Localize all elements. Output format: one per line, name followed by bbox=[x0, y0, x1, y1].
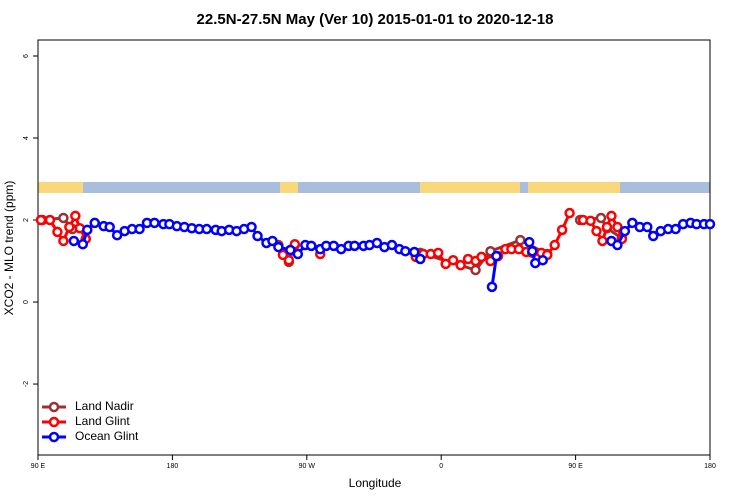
legend-marker bbox=[48, 431, 60, 443]
y-axis-label: XCO2 - MLO trend (ppm) bbox=[2, 181, 16, 316]
data-point bbox=[447, 254, 459, 266]
data-point bbox=[524, 236, 535, 248]
data-point bbox=[612, 221, 623, 233]
x-axis-label: Longitude bbox=[349, 476, 402, 490]
data-point bbox=[476, 251, 487, 263]
legend-marker bbox=[48, 401, 60, 413]
data-point bbox=[252, 230, 263, 242]
data-point bbox=[432, 247, 444, 259]
data-point bbox=[527, 245, 538, 257]
data-point bbox=[273, 241, 284, 253]
data-point bbox=[400, 245, 411, 257]
plot-frame bbox=[37, 39, 711, 456]
data-point bbox=[77, 238, 89, 250]
data-point bbox=[470, 264, 481, 276]
data-point bbox=[486, 281, 498, 293]
data-point bbox=[58, 212, 69, 224]
data-point bbox=[455, 259, 466, 271]
data-point bbox=[704, 218, 716, 230]
data-point bbox=[292, 248, 304, 260]
data-point bbox=[149, 217, 160, 229]
data-point bbox=[515, 234, 526, 246]
data-point bbox=[595, 212, 607, 224]
data-point bbox=[564, 207, 575, 219]
y-tick-label: 6 bbox=[23, 54, 30, 58]
data-point bbox=[134, 223, 145, 235]
legend-label: Land Glint bbox=[75, 414, 130, 428]
data-point bbox=[68, 235, 80, 247]
data-point bbox=[201, 223, 212, 235]
data-point bbox=[597, 235, 608, 247]
data-point bbox=[89, 217, 100, 229]
legend-marker bbox=[48, 416, 60, 428]
data-point bbox=[64, 221, 75, 233]
chart-title: 22.5N-27.5N May (Ver 10) 2015-01-01 to 2… bbox=[197, 11, 554, 28]
data-point bbox=[349, 240, 360, 252]
data-point bbox=[285, 244, 296, 256]
data-point bbox=[386, 239, 398, 251]
data-point bbox=[585, 215, 596, 227]
data-point bbox=[642, 221, 653, 233]
data-point bbox=[591, 225, 602, 237]
data-point bbox=[104, 221, 115, 233]
y-tick-label: 2 bbox=[23, 218, 30, 222]
legend-label: Ocean Glint bbox=[75, 429, 139, 443]
y-tick-label: -2 bbox=[23, 381, 30, 387]
data-point bbox=[670, 223, 681, 235]
data-point bbox=[44, 214, 56, 226]
data-point bbox=[415, 253, 426, 265]
x-tick-label: 90 W bbox=[299, 463, 316, 470]
data-point bbox=[549, 239, 560, 251]
data-point bbox=[111, 229, 123, 241]
x-tick-label: 0 bbox=[439, 463, 443, 470]
y-tick-label: 4 bbox=[23, 136, 30, 140]
data-point bbox=[627, 217, 638, 229]
data-point bbox=[601, 221, 613, 233]
data-point bbox=[537, 254, 548, 266]
legend-label: Land Nadir bbox=[75, 399, 134, 413]
data-point bbox=[246, 221, 257, 233]
x-tick-label: 90 E bbox=[568, 463, 583, 470]
data-point bbox=[606, 210, 617, 222]
data-point bbox=[619, 225, 631, 237]
data-point bbox=[371, 237, 383, 249]
data-point bbox=[648, 230, 659, 242]
x-tick-label: 180 bbox=[704, 463, 716, 470]
data-point bbox=[612, 239, 623, 251]
data-point bbox=[70, 210, 81, 222]
data-point bbox=[58, 235, 69, 247]
map-strip bbox=[38, 182, 710, 193]
data-point bbox=[267, 235, 278, 247]
data-point bbox=[52, 226, 63, 238]
data-point bbox=[491, 250, 502, 262]
x-tick-label: 180 bbox=[167, 463, 179, 470]
x-tick-label: 90 E bbox=[31, 463, 46, 470]
data-point bbox=[306, 240, 317, 252]
data-point bbox=[35, 214, 47, 226]
data-point bbox=[556, 224, 568, 236]
y-tick-label: 0 bbox=[23, 300, 30, 304]
data-point bbox=[283, 254, 295, 266]
data-point bbox=[409, 246, 420, 258]
data-point bbox=[82, 224, 93, 236]
